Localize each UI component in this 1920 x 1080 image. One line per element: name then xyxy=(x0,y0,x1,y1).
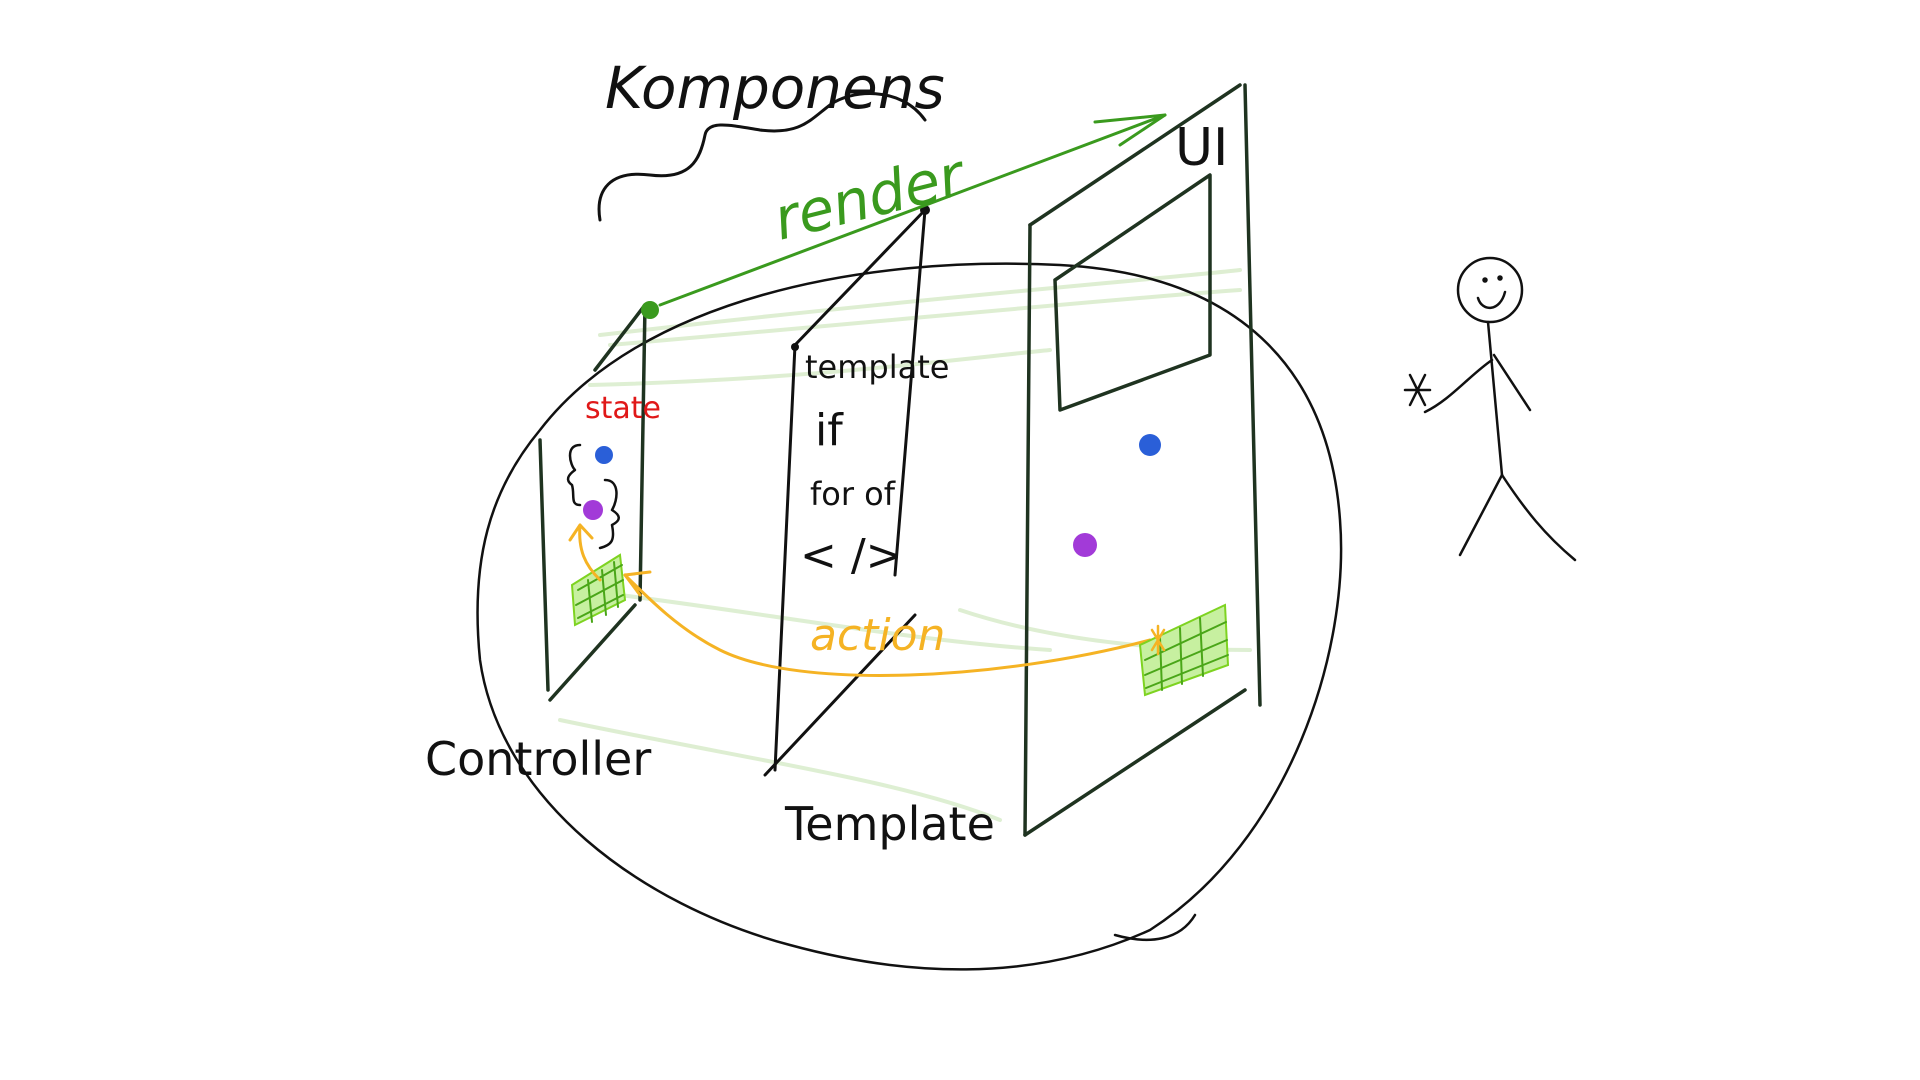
click-spark-icon xyxy=(1150,624,1166,656)
ui-action-button xyxy=(1138,603,1230,697)
user-smile xyxy=(1476,290,1507,309)
controller-action-handler xyxy=(570,553,627,627)
render-origin-dot xyxy=(641,301,659,319)
state-label: state xyxy=(585,391,661,426)
component-boundary-ellipse xyxy=(476,262,1343,971)
template-panel xyxy=(763,208,927,777)
action-arrowhead xyxy=(623,570,652,597)
ui-panel xyxy=(1023,83,1262,837)
user-head xyxy=(1456,256,1524,324)
template-code-for: for of xyxy=(810,475,896,513)
template-code-tag: < /> xyxy=(800,530,903,581)
action-label: action xyxy=(810,610,945,661)
state-close-brace xyxy=(598,478,620,550)
ui-blue-dot xyxy=(1139,434,1161,456)
render-arrowhead xyxy=(1093,113,1167,147)
template-code-if: if xyxy=(815,405,844,456)
ui-inner-frame xyxy=(1053,173,1212,412)
action-up-arrow xyxy=(568,523,602,582)
title-label: Komponens xyxy=(605,54,945,122)
state-blue-dot xyxy=(595,446,613,464)
action-arrow-line xyxy=(623,573,1152,677)
controller-panel xyxy=(538,303,647,702)
user-click-icon xyxy=(1403,373,1432,407)
title-brace xyxy=(597,92,927,222)
render-arrow-line xyxy=(658,113,1167,307)
template-label: Template xyxy=(784,797,995,851)
user-leg-left xyxy=(1458,473,1504,557)
user-leg-right xyxy=(1500,473,1577,562)
user-stick-figure xyxy=(1403,256,1577,562)
state-open-brace xyxy=(566,443,582,507)
user-arm-left xyxy=(1423,358,1494,414)
ui-label: UI xyxy=(1175,118,1228,178)
render-label: render xyxy=(767,140,973,253)
ui-purple-dot xyxy=(1073,533,1097,557)
template-code-keyword: template xyxy=(805,348,949,386)
state-purple-dot xyxy=(583,500,603,520)
controller-label: Controller xyxy=(425,732,651,786)
template-code-anchor-dot xyxy=(791,343,799,351)
user-arm-right xyxy=(1492,353,1532,412)
user-body xyxy=(1486,320,1504,477)
ellipse-tail-stroke xyxy=(1113,913,1197,942)
